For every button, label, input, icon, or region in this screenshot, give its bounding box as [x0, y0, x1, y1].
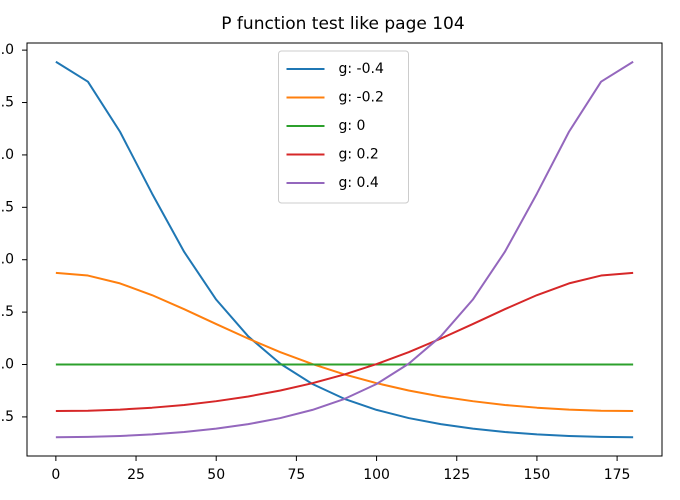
x-tick-label: 25 — [127, 467, 145, 483]
x-tick-label: 75 — [287, 467, 305, 483]
legend-label: g: 0.2 — [339, 147, 379, 163]
y-tick-label: 3.0 — [0, 147, 14, 163]
y-tick-label: 1.0 — [0, 357, 14, 373]
chart-title: P function test like page 104 — [221, 14, 464, 34]
legend-label: g: -0.4 — [339, 61, 384, 77]
line-series — [55, 271, 634, 413]
y-tick-label: 4.0 — [0, 42, 14, 58]
line-series — [55, 271, 634, 413]
x-tick-label: 125 — [443, 467, 470, 483]
y-tick-label: 2.5 — [0, 199, 14, 215]
line-series — [55, 60, 634, 439]
y-tick-label: 2.0 — [0, 252, 14, 268]
plot-frame — [26, 42, 663, 457]
legend-label: g: -0.2 — [339, 90, 384, 106]
y-tick-label: 3.5 — [0, 95, 14, 111]
x-tick-label: 0 — [51, 467, 60, 483]
legend-box — [278, 50, 409, 204]
legend-label: g: 0.4 — [339, 175, 379, 191]
x-tick-label: 150 — [524, 467, 551, 483]
y-tick-label: 0.5 — [0, 409, 14, 425]
x-tick-label: 175 — [604, 467, 631, 483]
x-tick-label: 50 — [207, 467, 225, 483]
y-tick-label: 1.5 — [0, 304, 14, 320]
legend-label: g: 0 — [339, 118, 366, 134]
x-tick-label: 100 — [363, 467, 390, 483]
